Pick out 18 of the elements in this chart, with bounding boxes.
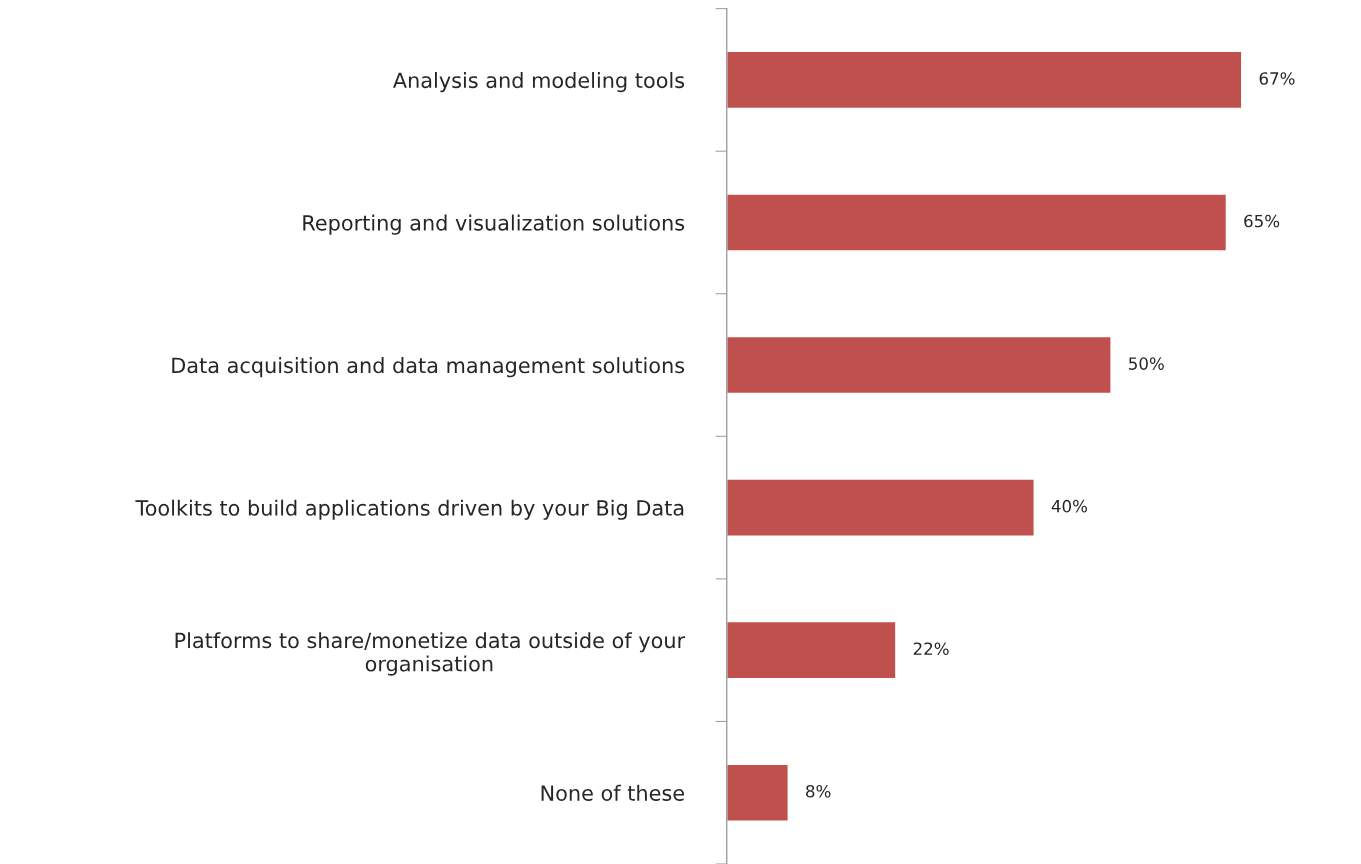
data-label: 40% [1051,499,1088,513]
bar [726,335,1112,395]
bar [726,763,789,822]
data-label: 8% [806,784,831,798]
y-tick-label: Reporting and visualization solutions [303,214,685,235]
data-label: 50% [1129,357,1164,370]
y-tick-label: Analysis and modeling tools [392,72,685,93]
bar [726,50,1243,110]
bar [726,478,1035,537]
y-tick-label: Platforms to share/monetize data outside of your organisation [175,632,686,676]
data-label: 22% [913,642,949,655]
y-tick-label: None of these [541,784,684,801]
bar [726,620,897,680]
data-label: 65% [1244,214,1280,228]
y-tick-label: Toolkits to build applications driven by your Big Data [135,499,684,520]
bar [726,193,1228,252]
y-tick-label: Data acquisition and data management solutions [172,357,685,378]
data-label: 67% [1259,72,1295,85]
